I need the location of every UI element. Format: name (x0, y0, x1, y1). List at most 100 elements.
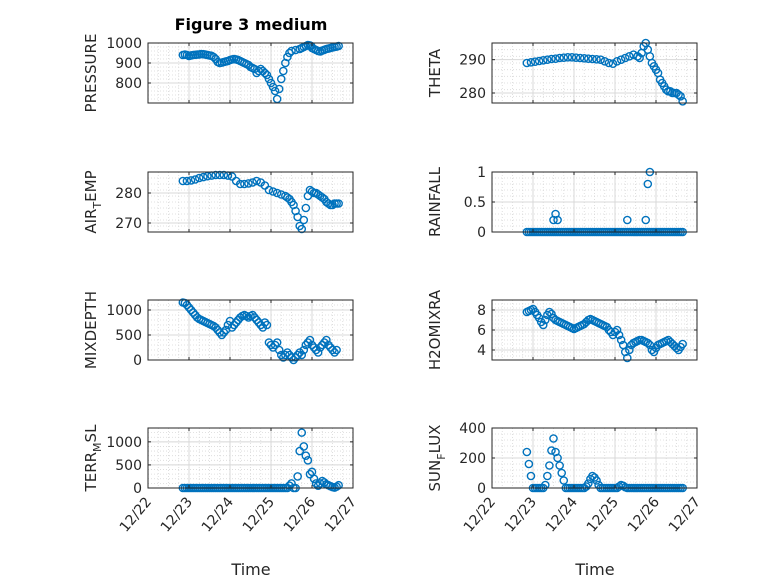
data-point (678, 97, 687, 106)
data-point (199, 172, 208, 182)
data-point (301, 340, 311, 350)
y-tick-label: 6 (477, 323, 486, 339)
data-point (614, 330, 624, 340)
data-point (620, 53, 630, 63)
data-point (545, 307, 554, 317)
y-tick-label: 0 (133, 481, 142, 497)
data-point (592, 55, 601, 64)
subplot-5: 0 500 1000 MIXDEPTH (82, 291, 354, 369)
data-point (551, 54, 560, 63)
data-point (543, 471, 552, 481)
y-tick-label: 0 (477, 225, 486, 241)
data-point (219, 328, 229, 337)
data-point (293, 350, 302, 360)
data-point (315, 343, 325, 352)
data-point (643, 338, 653, 348)
data-point (317, 340, 327, 350)
x-tick-label: 12/25 (584, 494, 622, 535)
y-tick-label: 1000 (106, 435, 142, 451)
y-tick-label: 0.5 (464, 195, 486, 211)
data-point (299, 442, 309, 451)
data-point (299, 215, 309, 225)
data-point (524, 459, 534, 469)
data-point (240, 179, 249, 189)
data-point (248, 178, 257, 187)
data-point (272, 188, 282, 198)
y-axis-label: PRESSURE (82, 34, 100, 113)
subplot-2: 280 290 THETA (426, 38, 698, 106)
data-point (299, 345, 309, 355)
x-tick-label: 12/27 (322, 494, 360, 535)
data-point (250, 313, 259, 322)
data-point (623, 353, 632, 363)
data-point (643, 179, 653, 189)
data-point (260, 68, 270, 78)
data-point (541, 315, 550, 325)
data-point (324, 199, 333, 208)
data-point (549, 434, 558, 443)
y-tick-label: 0 (477, 481, 486, 497)
data-point (190, 175, 200, 184)
data-point (276, 74, 286, 84)
y-tick-label: 400 (459, 421, 486, 437)
data-point (235, 179, 245, 189)
data-point (272, 338, 282, 347)
data-point (592, 476, 601, 485)
x-axis-label-right: Time (574, 560, 614, 579)
data-point (332, 345, 341, 355)
x-tick-label: 12/25 (240, 494, 278, 535)
data-point (334, 199, 343, 208)
data-point (301, 451, 311, 460)
data-point (244, 179, 253, 188)
subplot-1: 800 900 1000 PRESSURE (82, 34, 354, 113)
data-point (252, 315, 261, 325)
data-point (254, 318, 264, 327)
data-point (270, 340, 280, 350)
data-series (178, 298, 341, 365)
data-point (209, 52, 218, 62)
data-point (674, 90, 683, 99)
y-axis-label: H2OMIXRA (426, 289, 444, 370)
data-point (641, 215, 651, 225)
data-point (579, 54, 589, 63)
y-tick-label: 280 (115, 186, 142, 202)
data-point (553, 453, 562, 463)
data-point (541, 480, 550, 490)
axes-frame (147, 427, 354, 489)
data-point (188, 308, 198, 317)
data-point (270, 86, 280, 96)
data-point (301, 203, 311, 213)
data-point (203, 171, 212, 181)
data-point (596, 55, 605, 64)
data-point (588, 54, 597, 64)
data-point (260, 318, 270, 327)
data-point (211, 323, 220, 332)
data-point (307, 340, 317, 350)
data-point (530, 57, 540, 66)
subplot-3: 270 280 AIRTEMP (82, 170, 354, 234)
data-point (315, 479, 325, 488)
data-point (559, 53, 569, 62)
y-axis-label: RAINFALL (426, 166, 444, 237)
data-point (612, 57, 622, 66)
data-point (538, 56, 548, 65)
data-point (274, 84, 284, 94)
data-point (522, 58, 532, 68)
data-point (231, 318, 241, 327)
x-tick-label: 12/23 (158, 494, 196, 535)
data-point (672, 343, 681, 353)
data-point (268, 187, 278, 196)
axes-frame (147, 42, 354, 104)
data-point (194, 173, 204, 183)
data-point (543, 55, 552, 64)
y-axis-label: THETA (426, 48, 444, 98)
data-point (676, 92, 685, 101)
data-point (332, 482, 341, 491)
data-point (553, 215, 562, 225)
y-tick-label: 270 (115, 216, 142, 232)
data-point (242, 311, 251, 321)
data-point (545, 461, 554, 470)
data-point (538, 320, 548, 330)
data-point (330, 348, 339, 357)
axes-frame (147, 171, 354, 233)
